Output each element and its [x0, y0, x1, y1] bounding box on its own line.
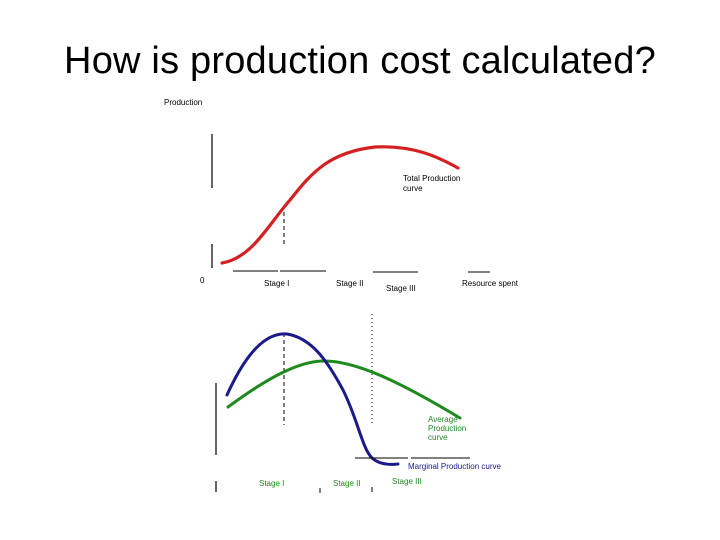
top-x-axis-label: Resource spent	[462, 279, 519, 288]
top-chart: Production 0 Total Production curve Stag…	[164, 98, 519, 293]
total-production-curve	[220, 145, 460, 265]
average-label-line1: Average	[428, 415, 458, 424]
top-origin-label: 0	[200, 276, 205, 285]
top-stage-1-label: Stage I	[264, 279, 289, 288]
average-label-line3: curve	[428, 433, 448, 442]
slide-title: How is production cost calculated?	[64, 40, 656, 82]
top-stage-3-label: Stage III	[386, 284, 416, 293]
marginal-production-curve	[225, 332, 400, 466]
bottom-stage-2-label: Stage II	[333, 479, 361, 488]
total-production-label-line2: curve	[403, 184, 423, 193]
top-y-axis-label: Production	[164, 98, 202, 107]
marginal-curve-label: Marginal Production curve	[408, 462, 501, 471]
bottom-stage-3-label: Stage III	[392, 477, 422, 486]
total-production-label-line1: Total Production	[403, 174, 460, 183]
average-label-line2: Production	[428, 424, 466, 433]
average-production-curve	[226, 359, 462, 420]
bottom-stage-1-label: Stage I	[259, 479, 284, 488]
bottom-chart: Average Production curve Marginal Produc…	[215, 314, 501, 493]
top-stage-2-label: Stage II	[336, 279, 364, 288]
